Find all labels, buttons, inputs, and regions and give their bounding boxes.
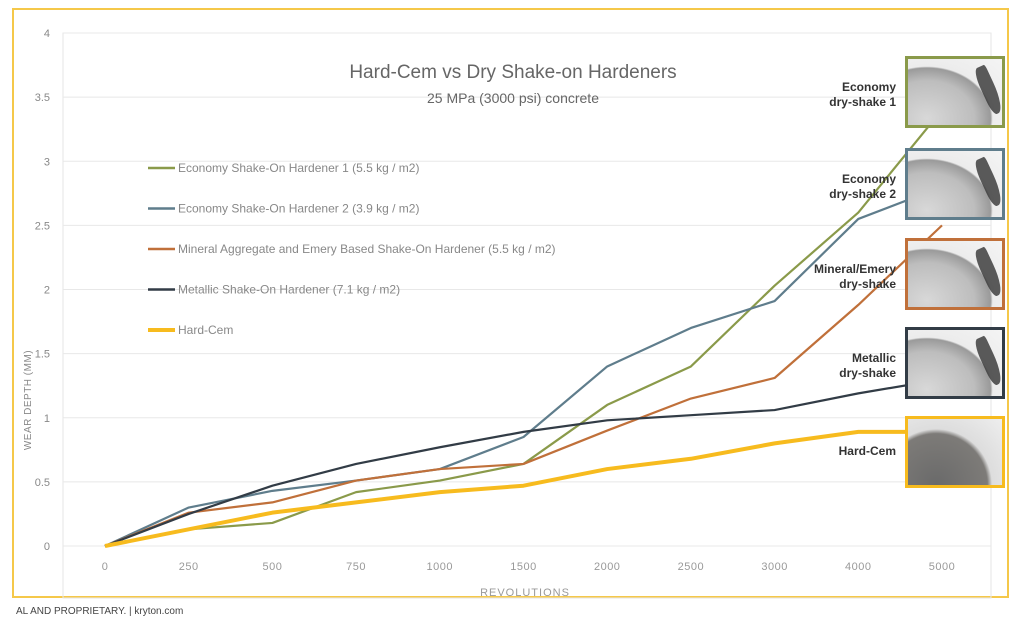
wear-sample-photo — [905, 56, 1005, 128]
photo-label-line2: dry-shake 2 — [829, 187, 896, 201]
x-tick-label: 3000 — [761, 561, 787, 573]
photo-label-line1: Economy — [841, 172, 896, 186]
legend-label: Economy Shake-On Hardener 1 (5.5 kg / m2… — [178, 161, 419, 175]
slide-frame — [12, 8, 1009, 598]
legend-label: Hard-Cem — [178, 323, 233, 337]
y-axis-label: WEAR DEPTH (MM) — [23, 350, 34, 450]
photo-label-line2: dry-shake — [839, 366, 896, 380]
wear-sample-photo — [905, 148, 1005, 220]
photo-label-line1: Hard-Cem — [838, 444, 896, 458]
photo-label-line2: dry-shake — [839, 277, 896, 291]
photo-label-line1: Metallic — [851, 351, 896, 365]
photo-label: Economy dry-shake 1 — [786, 80, 896, 110]
photo-label: Mineral/Emery dry-shake — [786, 262, 896, 292]
y-tick-label: 3 — [44, 156, 50, 168]
legend-label: Mineral Aggregate and Emery Based Shake-… — [178, 242, 556, 256]
x-tick-label: 1500 — [510, 561, 536, 573]
chart-title: Hard-Cem vs Dry Shake-on Hardeners — [349, 62, 676, 83]
y-tick-label: 4 — [44, 28, 50, 40]
photo-label-line1: Mineral/Emery — [813, 262, 896, 276]
y-tick-label: 0.5 — [35, 477, 50, 489]
y-tick-label: 1.5 — [35, 349, 50, 361]
y-tick-label: 1 — [44, 413, 50, 425]
x-tick-label: 2000 — [594, 561, 620, 573]
legend-label: Economy Shake-On Hardener 2 (3.9 kg / m2… — [178, 202, 419, 216]
y-tick-label: 0 — [44, 541, 50, 553]
x-tick-label: 0 — [102, 561, 109, 573]
y-tick-label: 2.5 — [35, 220, 50, 232]
plot-area — [62, 32, 992, 599]
y-tick-label: 2 — [44, 285, 50, 297]
y-tick-label: 3.5 — [35, 92, 50, 104]
wear-sample-photo — [905, 327, 1005, 399]
chart-subtitle: 25 MPa (3000 psi) concrete — [427, 90, 599, 106]
photo-label-line1: Economy — [841, 80, 896, 94]
photo-label-line2: dry-shake 1 — [829, 95, 896, 109]
legend-label: Metallic Shake-On Hardener (7.1 kg / m2) — [178, 283, 400, 297]
x-tick-label: 250 — [179, 561, 199, 573]
x-tick-label: 750 — [346, 561, 366, 573]
x-tick-label: 2500 — [678, 561, 704, 573]
x-tick-label: 4000 — [845, 561, 871, 573]
x-tick-label: 500 — [262, 561, 282, 573]
x-tick-label: 1000 — [427, 561, 453, 573]
photo-label: Metallic dry-shake — [786, 351, 896, 381]
photo-label: Hard-Cem — [786, 444, 896, 459]
photo-label: Economy dry-shake 2 — [786, 172, 896, 202]
x-axis-label: REVOLUTIONS — [480, 587, 570, 599]
x-tick-label: 5000 — [929, 561, 955, 573]
wear-sample-photo — [905, 416, 1005, 488]
footer-text: AL AND PROPRIETARY. | kryton.com — [16, 606, 184, 617]
wear-sample-photo — [905, 238, 1005, 310]
